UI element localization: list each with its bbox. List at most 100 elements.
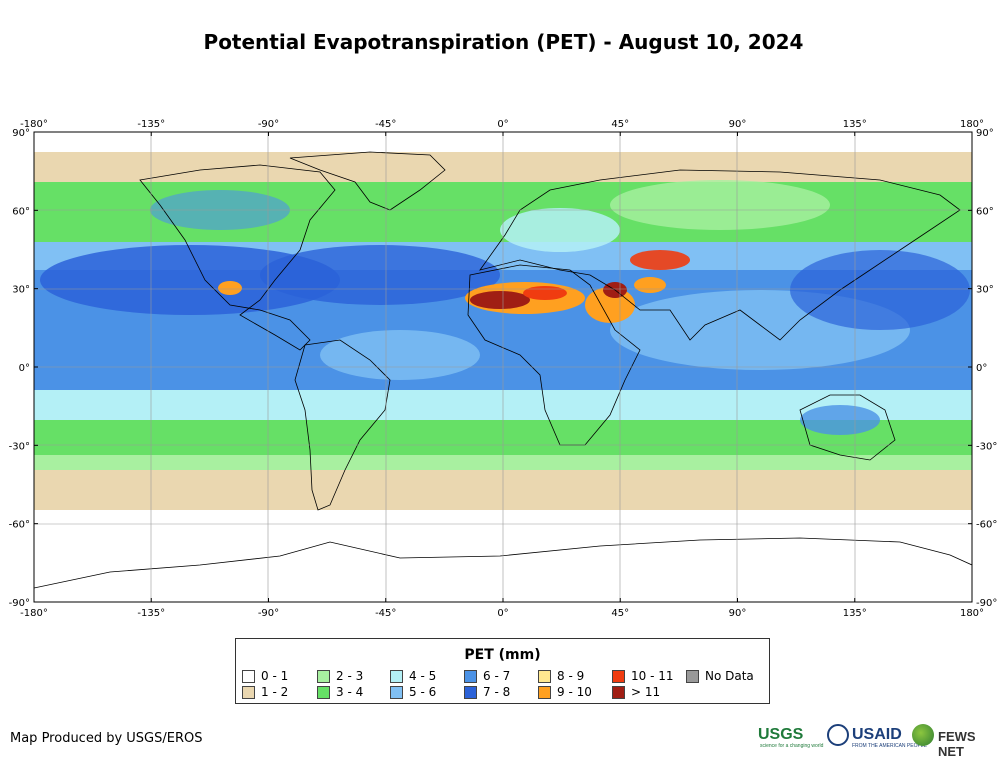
patch-australia	[800, 405, 880, 435]
map-title: Potential Evapotranspiration (PET) - Aug…	[203, 30, 804, 54]
lat-tick-label-left: -60°	[9, 520, 30, 531]
agency-logos: USGS science for a changing world USAID …	[758, 724, 1000, 759]
lat-tick-label-right: 30°	[976, 285, 994, 296]
legend-label: No Data	[705, 669, 754, 683]
lat-tick-label-left: 60°	[12, 206, 30, 217]
lat-tick-label-left: 0°	[19, 363, 30, 374]
legend-item: 9 - 10	[538, 685, 592, 699]
lon-tick-label-bottom: -90°	[258, 608, 279, 619]
patch-sahara-core	[470, 291, 530, 309]
lon-tick-label-top: 135°	[843, 119, 867, 130]
coast-africa	[467, 264, 641, 446]
lon-tick-label-bottom: 90°	[729, 608, 747, 619]
coast-eurasia	[479, 169, 961, 341]
legend-label: 3 - 4	[336, 685, 364, 699]
lat-tick-label-right: 60°	[976, 206, 994, 217]
legend-item: 4 - 5	[390, 669, 436, 683]
pet-map: -180° -180° -135° -135° -90° -90° -45° -45° 0° 0°…	[9, 119, 998, 619]
fews-net-logo: FEWS NET	[938, 729, 976, 759]
lon-tick-label-bottom: 0°	[497, 608, 508, 619]
coast-australia	[799, 394, 896, 461]
lon-tick-label-bottom: -135°	[137, 608, 165, 619]
patch-siberia	[610, 180, 830, 230]
lon-tick-label-bottom: 180°	[960, 608, 984, 619]
lat-tick-label-right: 0°	[976, 363, 987, 374]
legend-label: 7 - 8	[483, 685, 511, 699]
legend-label: 9 - 10	[557, 685, 592, 699]
legend-swatch	[538, 685, 551, 699]
coast-north-america	[139, 164, 336, 351]
lat-tick-label-right: 90°	[976, 128, 994, 139]
lon-tick-label-top: -45°	[375, 119, 396, 130]
legend-label: > 11	[631, 685, 661, 699]
lat-tick-label-left: -90°	[9, 598, 30, 609]
coast-south-america	[294, 339, 391, 511]
lon-tick-label-top: 180°	[960, 119, 984, 130]
lat-tick-label-left: 30°	[12, 285, 30, 296]
patch-sahara-east	[523, 286, 567, 300]
lat-tick-label-right: -30°	[976, 441, 997, 452]
lon-tick-label-top: -180°	[20, 119, 48, 130]
lon-tick-label-bottom: 45°	[611, 608, 629, 619]
lat-tick-label-right: -60°	[976, 520, 997, 531]
usaid-seal-icon	[827, 724, 849, 746]
legend-item: 1 - 2	[242, 685, 288, 699]
legend-label: 5 - 6	[409, 685, 437, 699]
legend-swatch	[317, 685, 330, 699]
lon-tick-label-bottom: -45°	[375, 608, 396, 619]
usaid-logo: USAID	[852, 726, 902, 743]
lon-tick-label-bottom: -180°	[20, 608, 48, 619]
patch-south-atlantic	[320, 330, 480, 380]
graticule	[34, 132, 972, 602]
legend-swatch	[242, 685, 255, 699]
legend-swatch	[538, 669, 551, 683]
legend-swatch	[464, 669, 477, 683]
axis-ticks: -180° -180° -135° -135° -90° -90° -45° -45° 0° 0°…	[9, 119, 998, 619]
legend-label: 2 - 3	[336, 669, 364, 683]
legend-swatch	[612, 685, 625, 699]
lat-tick-label-left: -30°	[9, 441, 30, 452]
legend-item: 2 - 3	[317, 669, 363, 683]
legend-label: 1 - 2	[261, 685, 289, 699]
fews-globe-icon	[912, 724, 934, 746]
lon-tick-label-top: -135°	[137, 119, 165, 130]
patch-sw-usa	[218, 281, 242, 295]
usaid-tagline: FROM THE AMERICAN PEOPLE	[852, 743, 927, 749]
legend-item: 0 - 1	[242, 669, 288, 683]
legend-swatch	[686, 669, 699, 683]
lon-tick-label-top: -90°	[258, 119, 279, 130]
coast-greenland	[289, 151, 446, 211]
legend-item: No Data	[686, 669, 754, 683]
coastlines	[34, 151, 972, 589]
legend-label: 4 - 5	[409, 669, 437, 683]
legend-item: 3 - 4	[317, 685, 363, 699]
usgs-logo: USGS	[758, 726, 804, 743]
legend: PET (mm) 0 - 1 1 - 2 2 - 3 3 - 4 4 - 5 5 - 6 6…	[235, 638, 770, 704]
legend-swatch	[317, 669, 330, 683]
legend-label: 10 - 11	[631, 669, 674, 683]
legend-label: 6 - 7	[483, 669, 511, 683]
usgs-tagline: science for a changing world	[760, 743, 824, 749]
legend-entries: 0 - 1 1 - 2 2 - 3 3 - 4 4 - 5 5 - 6 6 - 7 7 - 8…	[242, 669, 762, 701]
legend-item: 7 - 8	[464, 685, 510, 699]
legend-swatch	[390, 685, 403, 699]
patch-pacific-north	[40, 245, 340, 315]
lat-tick-label-left: 90°	[12, 128, 30, 139]
pet-field	[34, 132, 972, 602]
patch-atlantic	[260, 245, 500, 305]
legend-title: PET (mm)	[464, 647, 541, 663]
legend-swatch	[242, 669, 255, 683]
lon-tick-label-bottom: 135°	[843, 608, 867, 619]
legend-swatch	[612, 669, 625, 683]
legend-item: 8 - 9	[538, 669, 584, 683]
legend-item: > 11	[612, 685, 660, 699]
lat-tick-label-right: -90°	[976, 598, 997, 609]
coast-antarctica	[34, 537, 972, 589]
patch-europe	[500, 208, 620, 252]
legend-item: 6 - 7	[464, 669, 510, 683]
patch-pacific-west	[790, 250, 970, 330]
legend-label: 0 - 1	[261, 669, 289, 683]
lon-tick-label-top: 90°	[729, 119, 747, 130]
legend-item: 10 - 11	[612, 669, 674, 683]
patch-iran	[634, 277, 666, 293]
